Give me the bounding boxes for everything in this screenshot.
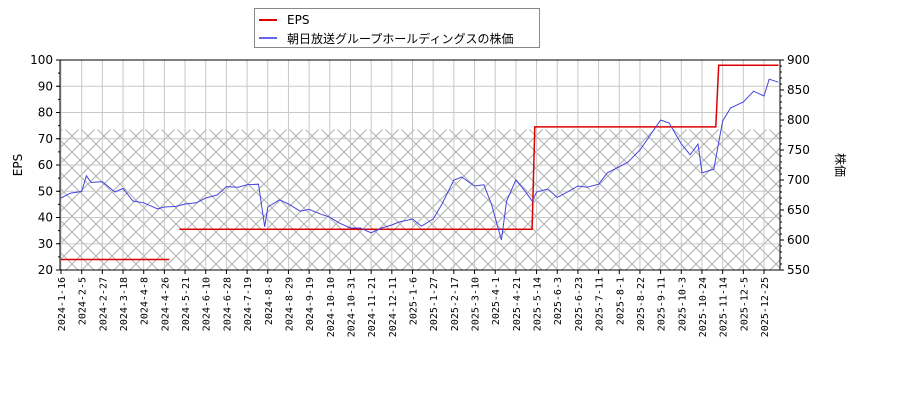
svg-text:2024-8-29: 2024-8-29 [284, 277, 295, 331]
svg-text:900: 900 [787, 53, 810, 67]
svg-text:2024-11-21: 2024-11-21 [367, 277, 378, 337]
svg-text:2025-10-24: 2025-10-24 [698, 277, 709, 337]
svg-text:700: 700 [787, 173, 810, 187]
svg-text:2025-12-5: 2025-12-5 [739, 277, 750, 331]
legend-swatch-eps [259, 19, 277, 21]
svg-text:2025-10-3: 2025-10-3 [677, 277, 688, 331]
svg-text:2025-4-21: 2025-4-21 [512, 277, 523, 331]
svg-text:2025-8-22: 2025-8-22 [636, 277, 647, 331]
svg-text:100: 100 [30, 53, 53, 67]
axes: 20 30 40 50 60 70 80 90 100 550 600 650 700 750 800 850… [11, 53, 848, 337]
svg-text:2024-2-27: 2024-2-27 [98, 277, 109, 331]
svg-text:2024-10-31: 2024-10-31 [346, 277, 357, 337]
svg-text:2025-3-10: 2025-3-10 [471, 277, 482, 331]
svg-text:550: 550 [787, 263, 810, 277]
svg-text:2025-12-25: 2025-12-25 [760, 277, 771, 337]
svg-text:850: 850 [787, 83, 810, 97]
svg-text:2025-6-23: 2025-6-23 [574, 277, 585, 331]
svg-text:2024-12-11: 2024-12-11 [388, 277, 399, 337]
svg-text:2024-5-21: 2024-5-21 [181, 277, 192, 331]
svg-text:600: 600 [787, 233, 810, 247]
svg-text:EPS: EPS [11, 154, 25, 176]
svg-text:2025-4-1: 2025-4-1 [491, 277, 502, 325]
svg-text:2025-8-1: 2025-8-1 [615, 277, 626, 325]
svg-text:800: 800 [787, 113, 810, 127]
svg-text:2024-6-28: 2024-6-28 [222, 277, 233, 331]
svg-text:2025-2-17: 2025-2-17 [450, 277, 461, 331]
svg-text:2025-5-14: 2025-5-14 [533, 277, 544, 331]
legend-item-price: 朝日放送グループホールディングスの株価 [259, 30, 513, 46]
legend-label-price: 朝日放送グループホールディングスの株価 [287, 31, 514, 46]
svg-text:2024-4-8: 2024-4-8 [140, 277, 151, 325]
svg-text:2025-7-11: 2025-7-11 [595, 277, 606, 331]
svg-text:株価: 株価 [833, 153, 848, 177]
svg-text:60: 60 [38, 158, 53, 172]
svg-text:20: 20 [38, 263, 53, 277]
svg-text:2024-8-8: 2024-8-8 [264, 277, 275, 325]
eps-line [61, 64, 779, 261]
svg-text:2025-9-11: 2025-9-11 [657, 277, 668, 331]
svg-text:2024-7-19: 2024-7-19 [243, 277, 254, 331]
svg-text:650: 650 [787, 203, 810, 217]
svg-text:80: 80 [38, 106, 53, 120]
svg-text:750: 750 [787, 143, 810, 157]
svg-text:2025-11-14: 2025-11-14 [719, 277, 730, 337]
svg-text:50: 50 [38, 184, 53, 198]
grid-lines [60, 59, 780, 271]
svg-text:2024-6-10: 2024-6-10 [202, 277, 213, 331]
svg-text:30: 30 [38, 237, 53, 251]
svg-text:2024-1-16: 2024-1-16 [57, 277, 68, 331]
svg-text:2024-3-18: 2024-3-18 [119, 277, 130, 331]
legend-swatch-price [259, 37, 277, 39]
svg-text:2024-2-5: 2024-2-5 [78, 277, 89, 325]
price-line [60, 78, 779, 241]
legend-label-eps: EPS [287, 13, 310, 27]
svg-text:90: 90 [38, 79, 53, 93]
svg-text:2024-9-19: 2024-9-19 [305, 277, 316, 331]
svg-text:2025-6-3: 2025-6-3 [553, 277, 564, 325]
svg-text:2025-1-6: 2025-1-6 [409, 277, 420, 325]
legend: EPS 朝日放送グループホールディングスの株価 [254, 8, 540, 48]
svg-text:2024-10-10: 2024-10-10 [326, 277, 337, 337]
svg-text:2024-4-26: 2024-4-26 [160, 277, 171, 331]
series-layer [60, 64, 779, 261]
svg-text:70: 70 [38, 132, 53, 146]
svg-text:40: 40 [38, 211, 53, 225]
svg-text:2025-1-27: 2025-1-27 [429, 277, 440, 331]
legend-item-eps: EPS [259, 12, 309, 28]
